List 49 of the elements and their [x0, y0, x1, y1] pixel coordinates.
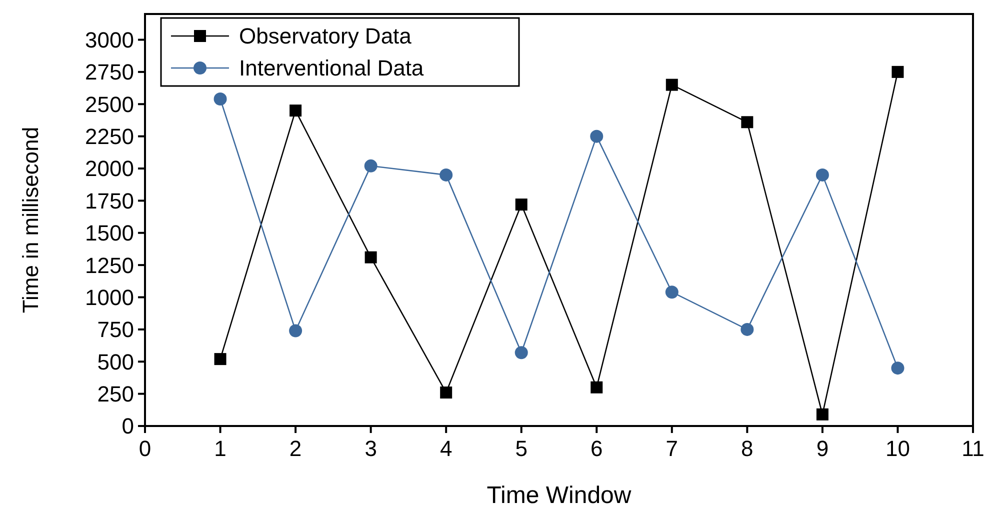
- point: [665, 286, 678, 299]
- x-axis-title: Time Window: [486, 482, 632, 509]
- point: [214, 92, 227, 106]
- x-tick-label: 9: [816, 436, 829, 461]
- point: [440, 168, 453, 182]
- point: [590, 130, 604, 143]
- point: [440, 386, 452, 399]
- point: [816, 168, 829, 182]
- x-tick-label: 6: [590, 436, 603, 461]
- legend-label: Observatory Data: [239, 24, 412, 49]
- y-tick-label: 1500: [85, 220, 134, 246]
- point: [214, 353, 226, 366]
- x-tick-label: 4: [440, 436, 452, 461]
- point: [666, 78, 678, 91]
- y-tick-label: 3000: [85, 27, 134, 52]
- point: [590, 381, 603, 394]
- y-tick-label: 1750: [85, 188, 134, 214]
- y-tick-label: 2000: [85, 156, 134, 182]
- y-tick-label: 2250: [85, 124, 134, 150]
- point: [289, 324, 302, 338]
- x-tick-label: 2: [289, 436, 302, 461]
- x-tick-label: 5: [515, 436, 528, 461]
- point: [364, 159, 378, 172]
- point: [514, 346, 528, 360]
- point: [891, 362, 904, 375]
- y-axis-title: Time in millisecond: [18, 126, 43, 314]
- y-tick-label: 250: [97, 382, 134, 407]
- point: [515, 198, 528, 211]
- x-tick-label: 8: [741, 436, 754, 461]
- x-tick-label: 10: [885, 436, 910, 461]
- x-tick-label: 7: [666, 436, 678, 461]
- point: [364, 251, 377, 264]
- point: [892, 66, 904, 78]
- y-tick-label: 2750: [85, 60, 134, 85]
- y-tick-label: 750: [97, 317, 134, 342]
- legend-label: Interventional Data: [239, 56, 424, 81]
- point: [816, 408, 828, 420]
- x-tick-label: 1: [214, 436, 226, 461]
- x-tick-label: 11: [962, 436, 984, 461]
- y-tick-label: 2500: [85, 92, 134, 117]
- point: [740, 322, 754, 336]
- x-tick-label: 3: [364, 436, 377, 461]
- y-tick-label: 1000: [85, 284, 134, 310]
- y-tick-label: 0: [122, 414, 134, 439]
- y-tick-label: 500: [97, 349, 134, 374]
- point: [741, 116, 754, 128]
- x-tick-label: 0: [138, 436, 152, 461]
- y-tick-label: 1250: [85, 252, 134, 278]
- point: [290, 104, 302, 117]
